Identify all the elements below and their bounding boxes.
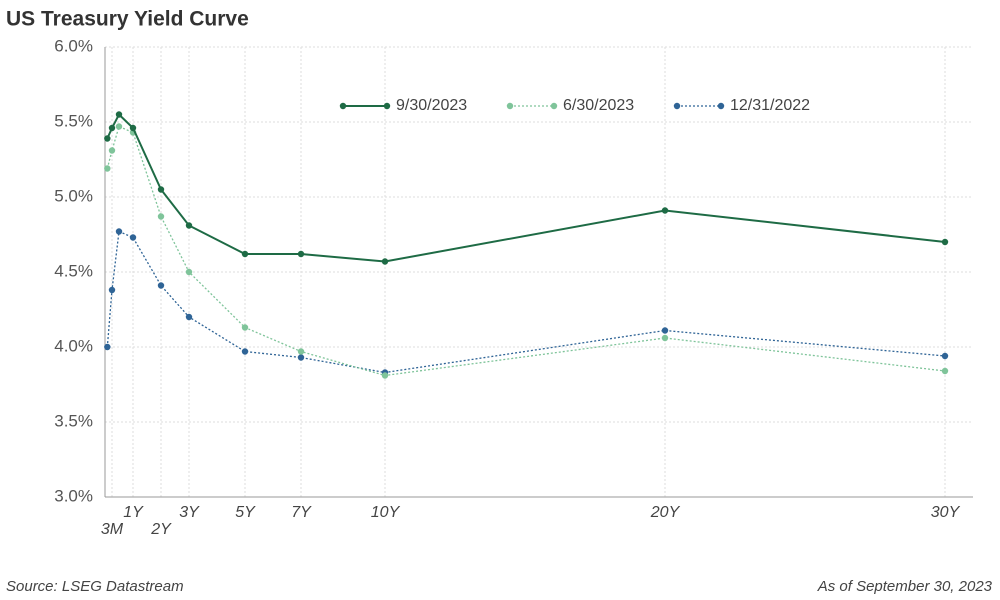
data-point [104, 165, 111, 172]
x-tick-label: 5Y [235, 504, 256, 521]
data-point [108, 286, 116, 294]
data-point [185, 313, 193, 321]
x-tick-label: 3Y [179, 504, 200, 521]
x-tick-label: 2Y [150, 521, 172, 538]
data-point [381, 372, 389, 379]
as-of-note: As of September 30, 2023 [817, 578, 993, 595]
series-line [106, 230, 946, 374]
data-point [108, 124, 116, 132]
data-point [115, 228, 123, 235]
data-point [241, 324, 249, 331]
data-point [157, 186, 165, 193]
data-point [941, 352, 949, 360]
data-point [297, 250, 305, 258]
y-tick-label: 4.0% [54, 336, 93, 355]
data-point [381, 258, 389, 265]
legend-marker [717, 102, 725, 110]
chart-title: US Treasury Yield Curve [6, 8, 249, 31]
data-point [941, 367, 949, 375]
legend-marker [383, 102, 391, 110]
legend-marker [506, 102, 514, 110]
data-point [115, 111, 123, 118]
x-tick-label: 1Y [123, 504, 144, 521]
x-tick-label: 3M [101, 521, 124, 538]
x-tick-label: 7Y [291, 504, 312, 521]
data-point [129, 124, 137, 132]
data-point [941, 238, 949, 246]
data-point [115, 123, 123, 130]
legend-marker [550, 102, 558, 110]
data-point [157, 213, 165, 220]
y-tick-label: 6.0% [54, 36, 93, 55]
data-point [185, 222, 193, 229]
data-point [297, 348, 305, 355]
data-point [241, 348, 249, 355]
series-line [106, 125, 946, 377]
legend-label: 12/31/2022 [730, 97, 810, 114]
y-tick-label: 3.0% [54, 486, 93, 505]
data-point [661, 207, 669, 214]
source-note: Source: LSEG Datastream [6, 578, 184, 595]
data-point [104, 135, 111, 142]
data-point [108, 147, 116, 154]
y-tick-label: 5.0% [54, 186, 93, 205]
x-tick-label: 10Y [371, 504, 401, 521]
x-tick-label: 20Y [650, 504, 681, 521]
data-point [129, 234, 137, 241]
data-point [661, 334, 669, 342]
y-tick-label: 4.5% [54, 261, 93, 280]
y-tick-label: 3.5% [54, 411, 93, 430]
data-point [185, 268, 193, 276]
x-tick-label: 30Y [931, 504, 961, 521]
series-line [106, 112, 946, 263]
data-point [241, 250, 249, 258]
legend-label: 6/30/2023 [563, 97, 634, 114]
data-point [104, 343, 111, 351]
legend-marker [339, 102, 347, 110]
data-point [661, 327, 669, 334]
data-point [157, 282, 165, 289]
data-point [297, 354, 305, 361]
y-tick-label: 5.5% [54, 111, 93, 130]
legend-label: 9/30/2023 [396, 97, 467, 114]
legend-marker [673, 102, 681, 110]
